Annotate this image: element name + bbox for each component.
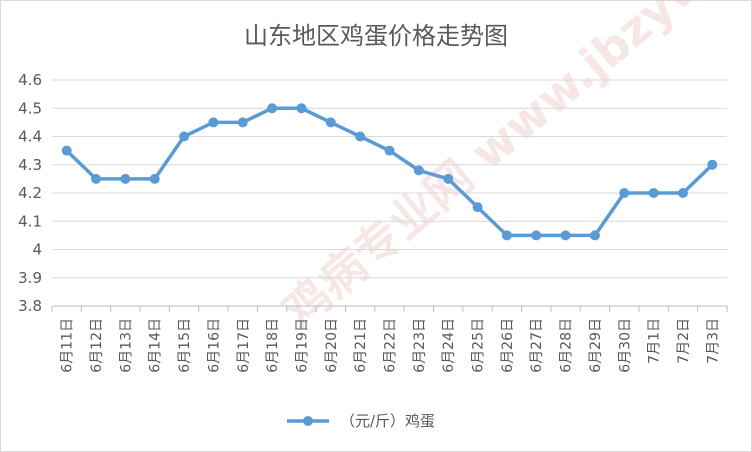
x-tick-label: 6月25日 <box>471 318 487 373</box>
y-axis: 3.8 3.9 4 4.1 4.2 4.3 4.4 4.5 4.6 <box>18 71 42 315</box>
data-point <box>443 173 454 184</box>
x-tick-label: 6月15日 <box>177 318 193 373</box>
data-point <box>120 173 131 184</box>
data-point <box>384 145 395 156</box>
data-point <box>91 173 102 184</box>
x-tick-label: 6月13日 <box>118 318 134 373</box>
data-point <box>531 230 542 241</box>
legend-label: （元/斤）鸡蛋 <box>340 412 435 430</box>
data-point <box>707 159 718 170</box>
x-axis: 6月11日 6月12日 6月13日 6月14日 6月15日 6月16日 6月17日 6月18日… <box>51 306 728 373</box>
y-tick-label: 4.1 <box>18 212 42 230</box>
y-tick-label: 4.2 <box>18 184 42 202</box>
chart-title: 山东地区鸡蛋价格走势图 <box>244 22 508 50</box>
data-point <box>296 103 307 114</box>
x-tick-label: 6月22日 <box>383 318 399 373</box>
y-tick-label: 4.4 <box>18 128 42 146</box>
y-tick-label: 3.9 <box>18 269 42 287</box>
data-point <box>413 165 424 176</box>
data-point <box>619 188 630 198</box>
data-point <box>501 230 512 241</box>
x-tick-label: 7月1日 <box>647 318 663 364</box>
x-tick-label: 6月20日 <box>324 318 340 373</box>
x-tick-label: 6月27日 <box>529 318 545 373</box>
x-tick-label: 6月23日 <box>412 318 428 373</box>
data-point <box>472 202 483 213</box>
data-point <box>237 117 248 128</box>
data-point <box>648 188 659 198</box>
data-point <box>61 145 72 156</box>
data-point <box>267 103 278 114</box>
legend-marker <box>303 416 313 426</box>
y-tick-label: 3.8 <box>18 297 42 315</box>
x-tick-label: 6月24日 <box>441 318 457 373</box>
x-tick-label: 6月17日 <box>236 318 252 373</box>
series-line <box>61 103 718 241</box>
x-tick-label: 6月28日 <box>559 318 575 373</box>
x-tick-label: 6月14日 <box>148 318 164 373</box>
x-tick-label: 6月30日 <box>617 318 633 373</box>
data-point <box>560 230 571 241</box>
x-tick-label: 7月2日 <box>676 318 692 364</box>
data-point <box>355 131 366 142</box>
x-tick-label: 6月16日 <box>206 318 222 373</box>
data-point <box>589 230 600 241</box>
y-tick-label: 4.5 <box>18 99 42 117</box>
legend: （元/斤）鸡蛋 <box>287 412 435 430</box>
data-point <box>208 117 219 128</box>
x-tick-label: 6月11日 <box>60 318 76 373</box>
x-tick-label: 6月19日 <box>294 318 310 373</box>
y-tick-label: 4.3 <box>18 156 42 174</box>
data-point <box>677 188 688 198</box>
data-point <box>179 131 190 142</box>
data-point <box>325 117 336 128</box>
x-tick-label: 6月29日 <box>588 318 604 373</box>
x-tick-label: 6月21日 <box>353 318 369 373</box>
y-tick-label: 4.6 <box>18 71 42 89</box>
data-point <box>149 173 160 184</box>
x-tick-label: 7月3日 <box>705 318 721 364</box>
x-tick-label: 6月26日 <box>500 318 516 373</box>
y-tick-label: 4 <box>32 241 42 259</box>
x-tick-label: 6月12日 <box>89 318 105 373</box>
x-tick-label: 6月18日 <box>265 318 281 373</box>
